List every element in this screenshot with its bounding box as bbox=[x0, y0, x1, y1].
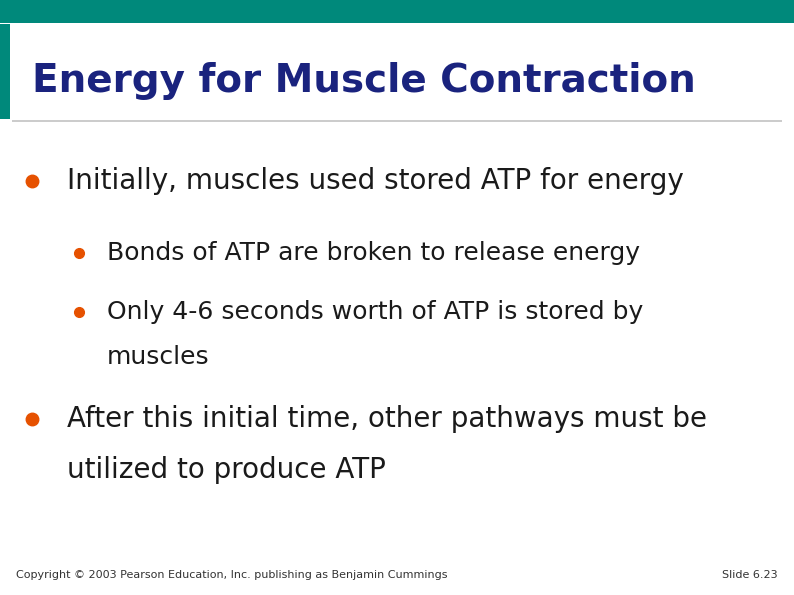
Text: Energy for Muscle Contraction: Energy for Muscle Contraction bbox=[32, 62, 696, 101]
Text: utilized to produce ATP: utilized to produce ATP bbox=[67, 456, 387, 484]
Text: Slide 6.23: Slide 6.23 bbox=[723, 570, 778, 580]
Text: muscles: muscles bbox=[107, 345, 210, 369]
Text: Copyright © 2003 Pearson Education, Inc. publishing as Benjamin Cummings: Copyright © 2003 Pearson Education, Inc.… bbox=[16, 570, 447, 580]
FancyBboxPatch shape bbox=[0, 0, 794, 23]
Text: Initially, muscles used stored ATP for energy: Initially, muscles used stored ATP for e… bbox=[67, 167, 684, 196]
Text: Bonds of ATP are broken to release energy: Bonds of ATP are broken to release energ… bbox=[107, 241, 640, 265]
Text: Only 4-6 seconds worth of ATP is stored by: Only 4-6 seconds worth of ATP is stored … bbox=[107, 300, 643, 324]
Text: After this initial time, other pathways must be: After this initial time, other pathways … bbox=[67, 405, 707, 434]
FancyBboxPatch shape bbox=[0, 24, 10, 119]
FancyBboxPatch shape bbox=[12, 120, 782, 122]
